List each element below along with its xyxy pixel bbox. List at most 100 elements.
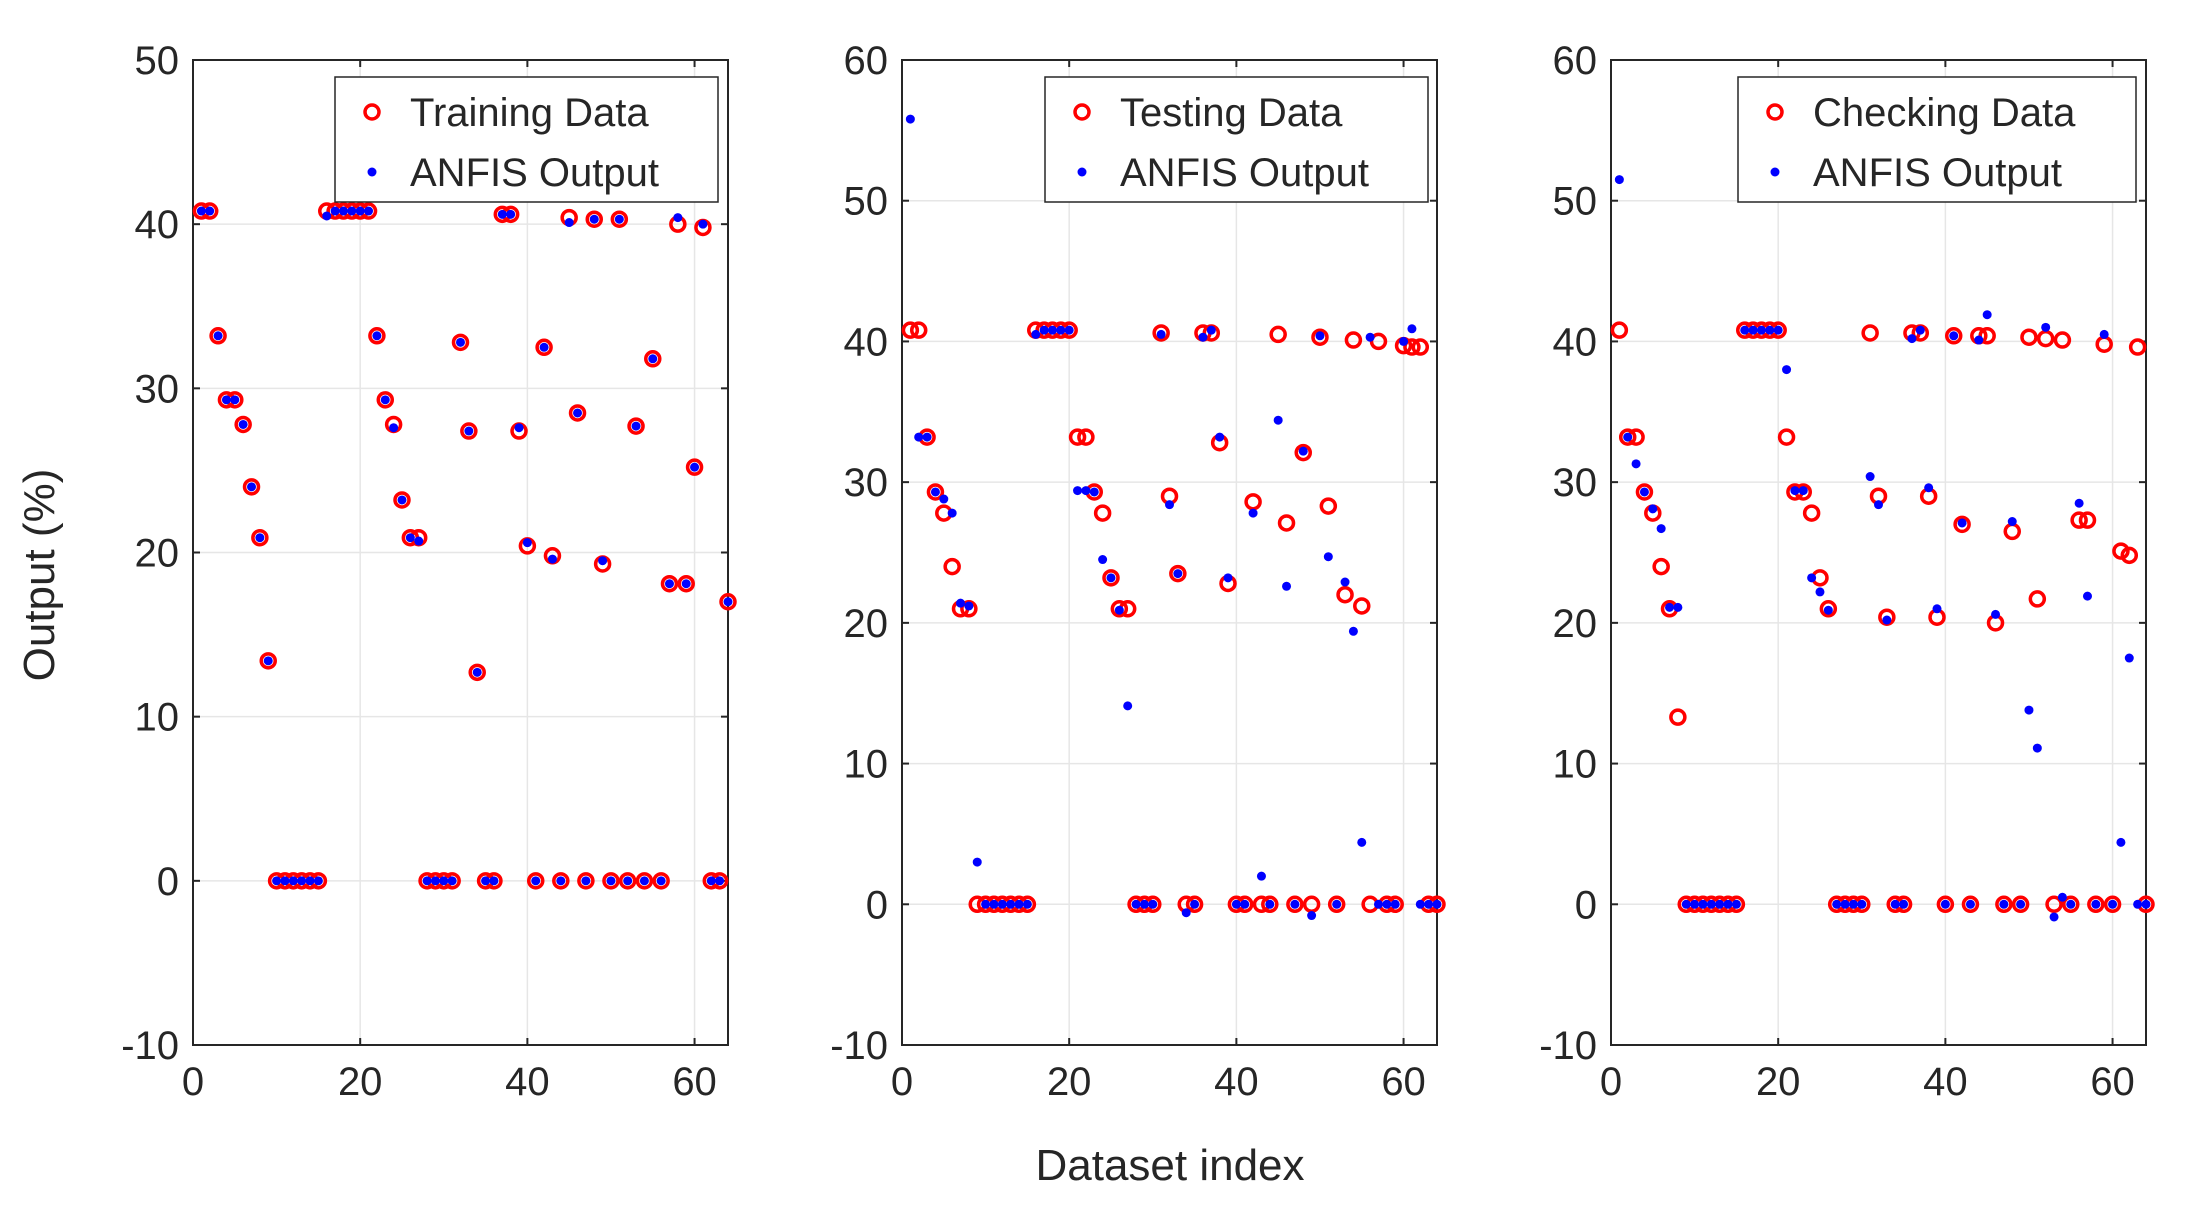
anfis-point (2091, 899, 2101, 909)
data-point (2028, 590, 2047, 608)
anfis-point (1282, 581, 1292, 591)
axes-frame (901, 59, 1438, 1046)
data-point (909, 321, 928, 339)
data-point (1344, 331, 1363, 349)
anfis-point (230, 395, 240, 405)
data-point (585, 210, 603, 228)
anfis-point (1256, 871, 1266, 881)
data-point (1152, 324, 1170, 342)
anfis-point (656, 876, 666, 886)
anfis-point (1631, 459, 1641, 469)
anfis-point (1765, 325, 1775, 335)
anfis-point (1982, 310, 1992, 320)
x-tick-label: 60 (672, 1060, 717, 1104)
legend: Checking Data ANFIS Output (1737, 76, 2137, 203)
data-point (1411, 338, 1430, 356)
data-point (1652, 557, 1670, 576)
anfis-point (305, 876, 315, 886)
anfis-point (690, 462, 700, 472)
anfis-point (397, 495, 407, 505)
anfis-point (715, 876, 725, 886)
anfis-point (1190, 899, 1200, 909)
anfis-point (1273, 415, 1283, 425)
anfis-point (213, 331, 223, 341)
anfis-point (1373, 899, 1383, 909)
anfis-point (1139, 899, 1149, 909)
data-point (2128, 338, 2147, 356)
y-tick-label: 10 (844, 743, 889, 787)
legend-label: ANFIS Output (1120, 151, 1369, 195)
legend-label: ANFIS Output (410, 151, 659, 195)
series-anfis-output (1614, 175, 2151, 922)
y-tick-label: -10 (121, 1024, 179, 1068)
anfis-point (972, 857, 982, 867)
anfis-point (1022, 899, 1032, 909)
anfis-point (1656, 524, 1666, 534)
anfis-point (280, 876, 290, 886)
x-tick-label: 60 (2090, 1060, 2135, 1104)
anfis-point (497, 209, 507, 219)
anfis-point (1924, 483, 1934, 493)
anfis-point (238, 419, 248, 429)
anfis-point (506, 209, 516, 219)
anfis-point (1290, 899, 1300, 909)
anfis-point (2124, 653, 2134, 663)
anfis-point (956, 598, 966, 608)
anfis-point (914, 432, 924, 442)
y-tick-label: 40 (1553, 320, 1598, 364)
anfis-point (255, 533, 265, 543)
data-point (1068, 428, 1087, 446)
data-point (1269, 325, 1287, 344)
anfis-point (1974, 335, 1984, 345)
anfis-point (205, 206, 215, 216)
legend-marker-anfis (367, 167, 377, 177)
data-point (1861, 324, 1879, 342)
y-tick-label: 40 (844, 320, 889, 364)
data-point (2112, 542, 2130, 560)
anfis-point (1215, 432, 1225, 442)
anfis-point (1181, 908, 1191, 918)
data-point (468, 663, 486, 682)
anfis-point (1432, 899, 1442, 909)
x-tick-label: 0 (891, 1060, 913, 1104)
anfis-point (1248, 508, 1258, 518)
x-tick-label: 20 (1047, 1060, 1092, 1104)
anfis-point (2032, 743, 2042, 753)
anfis-point (1790, 486, 1800, 496)
anfis-point (1639, 487, 1649, 497)
data-point (376, 391, 395, 409)
anfis-point (1907, 334, 1917, 344)
axes-frame (1610, 59, 2147, 1046)
data-point (1610, 321, 1629, 339)
anfis-point (1748, 325, 1758, 335)
data-point (451, 333, 470, 352)
legend-marker-anfis (1770, 167, 1780, 177)
x-tick-label: 0 (1600, 1060, 1622, 1104)
legend-label: Checking Data (1813, 91, 2076, 135)
anfis-point (2108, 899, 2118, 909)
anfis-point (1407, 324, 1417, 334)
x-tick-label: 20 (1756, 1060, 1801, 1104)
anfis-point (1223, 573, 1233, 583)
series-data (901, 321, 1446, 914)
anfis-point (322, 211, 332, 221)
anfis-point (389, 423, 399, 433)
anfis-point (581, 876, 591, 886)
anfis-point (472, 667, 482, 677)
data-point (368, 327, 386, 345)
anfis-point (297, 876, 307, 886)
anfis-point (1315, 331, 1325, 341)
anfis-point (930, 487, 940, 497)
data-point (1327, 895, 1346, 914)
legend-marker-data (1073, 103, 1091, 121)
anfis-point (706, 876, 716, 886)
anfis-point (922, 432, 932, 442)
anfis-point (631, 421, 641, 431)
anfis-point (698, 219, 708, 229)
anfis-point (2007, 517, 2017, 527)
data-point (1403, 338, 1421, 356)
anfis-point (1848, 899, 1858, 909)
data-point (1093, 504, 1112, 522)
anfis-point (1114, 605, 1124, 615)
